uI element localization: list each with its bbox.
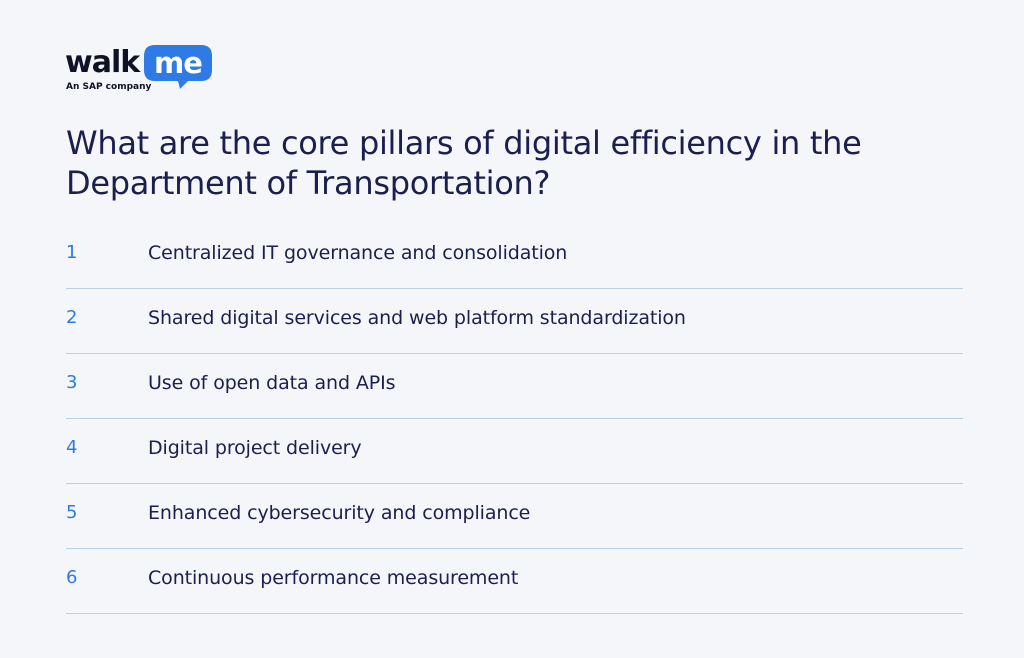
list-item: 5 Enhanced cybersecurity and compliance (66, 484, 963, 549)
item-number: 6 (66, 567, 78, 588)
pillars-list: 1 Centralized IT governance and consolid… (66, 224, 963, 614)
walkme-logo: walk me An SAP company (65, 44, 215, 96)
item-number: 2 (66, 307, 78, 328)
list-item: 6 Continuous performance measurement (66, 549, 963, 614)
speech-bubble-icon (144, 45, 212, 89)
item-number: 3 (66, 372, 78, 393)
item-label: Shared digital services and web platform… (148, 307, 686, 329)
list-item: 2 Shared digital services and web platfo… (66, 289, 963, 354)
list-item: 1 Centralized IT governance and consolid… (66, 224, 963, 289)
item-number: 4 (66, 437, 78, 458)
item-number: 1 (66, 242, 78, 263)
logo-wordmark-me: me (154, 46, 203, 80)
page-title: What are the core pillars of digital eff… (66, 124, 862, 202)
list-item: 3 Use of open data and APIs (66, 354, 963, 419)
logo-tagline: An SAP company (66, 82, 152, 92)
item-label: Continuous performance measurement (148, 567, 519, 589)
item-label: Centralized IT governance and consolidat… (148, 242, 568, 264)
item-label: Use of open data and APIs (148, 372, 396, 394)
item-number: 5 (66, 502, 78, 523)
item-label: Digital project delivery (148, 437, 362, 459)
logo-wordmark-walk: walk (65, 45, 140, 80)
item-label: Enhanced cybersecurity and compliance (148, 502, 531, 524)
list-item: 4 Digital project delivery (66, 419, 963, 484)
